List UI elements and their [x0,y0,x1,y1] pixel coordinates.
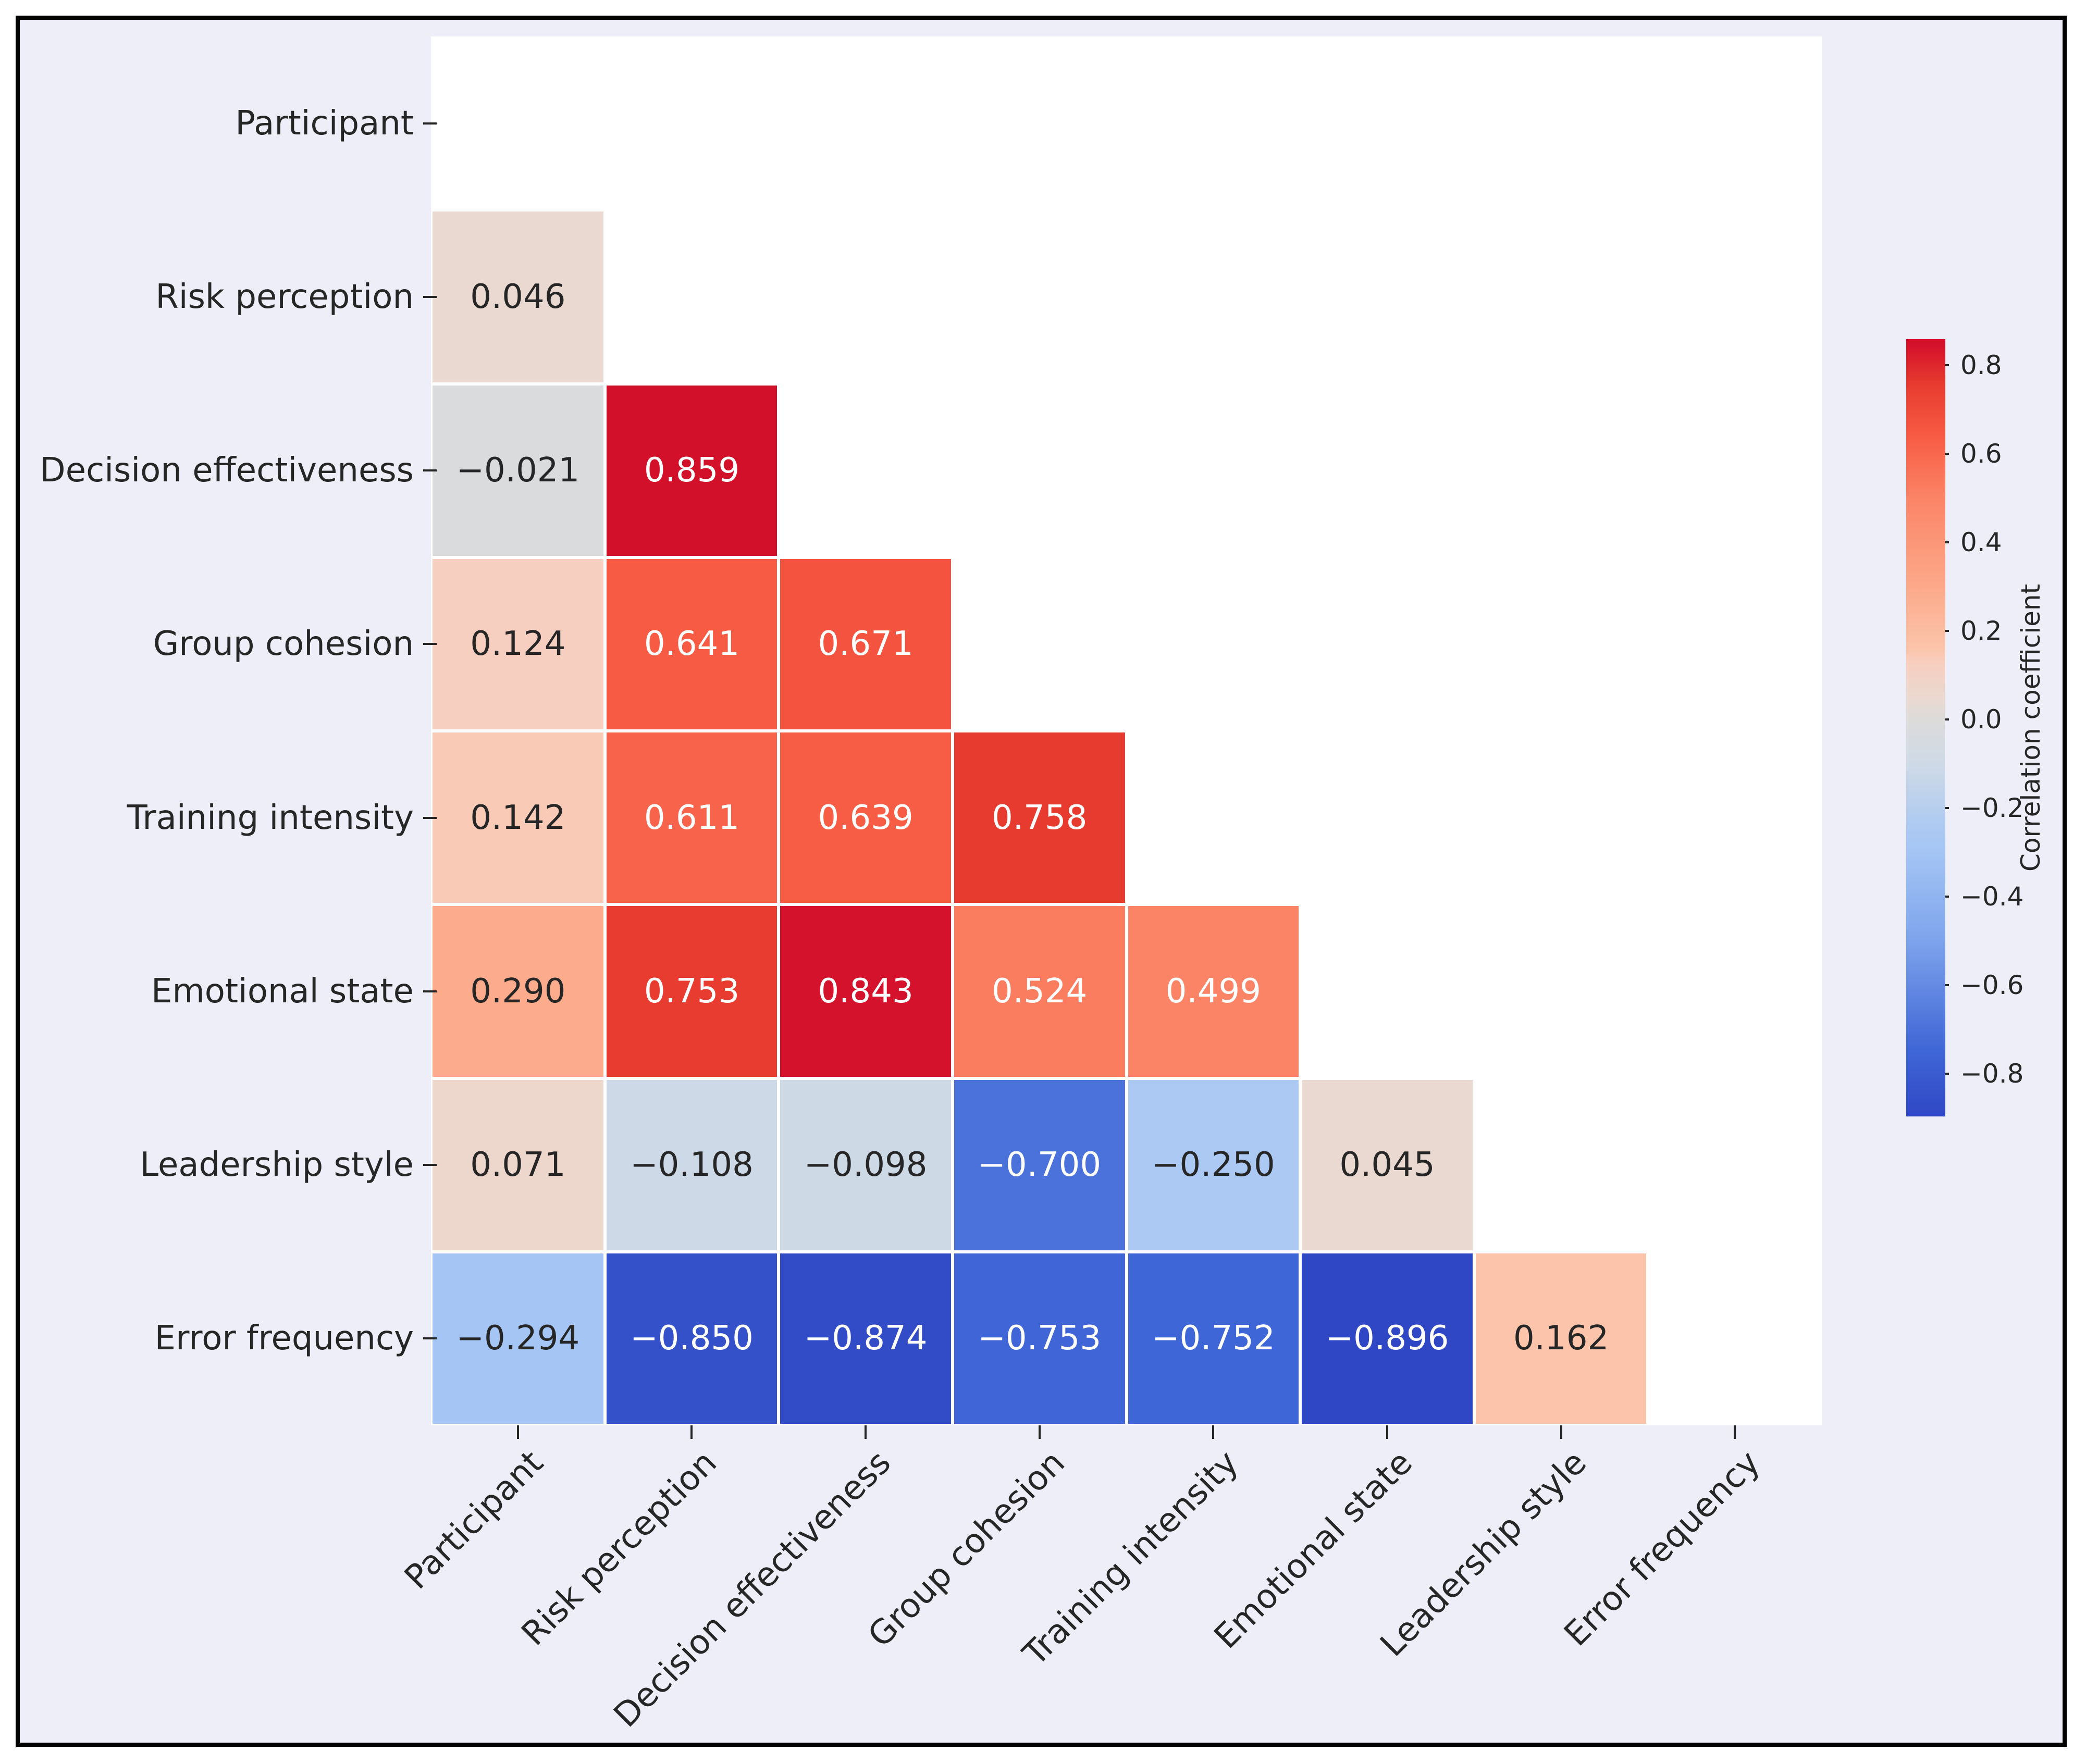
heatmap-cell: −0.896 [1300,1251,1474,1425]
heatmap-cell: −0.294 [431,1251,605,1425]
heatmap-cell: 0.524 [952,904,1127,1078]
colorbar-tick-label: 0.6 [1960,439,2002,469]
colorbar-tick-label: −0.8 [1960,1059,2024,1089]
y-tick-label: Training intensity [127,798,414,837]
heatmap-cell: 0.639 [779,731,953,905]
heatmap-cell: −0.753 [952,1251,1127,1425]
y-tick-mark [423,816,437,819]
heatmap-cell: 0.045 [1300,1078,1474,1252]
y-tick-mark [423,295,437,298]
colorbar-tick-label: −0.6 [1960,970,2024,1001]
heatmap-cell: 0.071 [431,1078,605,1252]
colorbar-tick-label: 0.8 [1960,350,2002,381]
y-tick-mark [423,122,437,125]
heatmap-cell: 0.843 [779,904,953,1078]
heatmap-cell: −0.250 [1126,1078,1301,1252]
x-tick-mark [516,1425,519,1439]
y-tick-mark [423,1164,437,1166]
x-tick-mark [1038,1425,1041,1439]
colorbar-tick-label: −0.2 [1960,793,2024,824]
x-tick-mark [1734,1425,1736,1439]
heatmap-cell: −0.700 [952,1078,1127,1252]
heatmap-cell: 0.859 [604,383,779,557]
colorbar-tick-label: −0.4 [1960,881,2024,912]
heatmap-cell: 0.641 [604,557,779,731]
y-tick-label: Leadership style [140,1146,414,1185]
y-tick-label: Decision effectiveness [40,451,414,490]
y-tick-label: Group cohesion [153,625,414,664]
heatmap-cell: 0.611 [604,731,779,905]
heatmap-cell: 0.290 [431,904,605,1078]
x-tick-mark [690,1425,693,1439]
x-tick-mark [1560,1425,1562,1439]
y-tick-mark [423,1337,437,1340]
heatmap-cell: 0.499 [1126,904,1301,1078]
y-tick-mark [423,990,437,992]
heatmap-cell: −0.108 [604,1078,779,1252]
heatmap-cell: 0.142 [431,731,605,905]
y-tick-label: Participant [235,104,414,143]
heatmap-cell: 0.753 [604,904,779,1078]
heatmap-cell: −0.752 [1126,1251,1301,1425]
y-tick-label: Emotional state [151,972,414,1011]
y-tick-label: Error frequency [154,1319,414,1358]
colorbar-tick-label: 0.0 [1960,704,2002,735]
y-tick-mark [423,643,437,645]
colorbar-label: Correlation coefficient [2016,583,2046,872]
colorbar-gradient [1906,339,1945,1116]
heatmap-cell: 0.758 [952,731,1127,905]
heatmap-cell: −0.850 [604,1251,779,1425]
x-tick-mark [1212,1425,1215,1439]
y-tick-mark [423,469,437,472]
heatmap-cell: −0.098 [779,1078,953,1252]
heatmap-cell: 0.124 [431,557,605,731]
heatmap-cell: −0.021 [431,383,605,557]
y-tick-label: Risk perception [155,277,414,316]
x-tick-mark [865,1425,867,1439]
heatmap-cell: 0.671 [779,557,953,731]
heatmap-cell: −0.874 [779,1251,953,1425]
colorbar-tick-label: 0.4 [1960,527,2002,558]
colorbar-tick-label: 0.2 [1960,616,2002,647]
heatmap-cell: 0.162 [1474,1251,1648,1425]
heatmap-cell: 0.046 [431,210,605,384]
x-tick-mark [1386,1425,1388,1439]
